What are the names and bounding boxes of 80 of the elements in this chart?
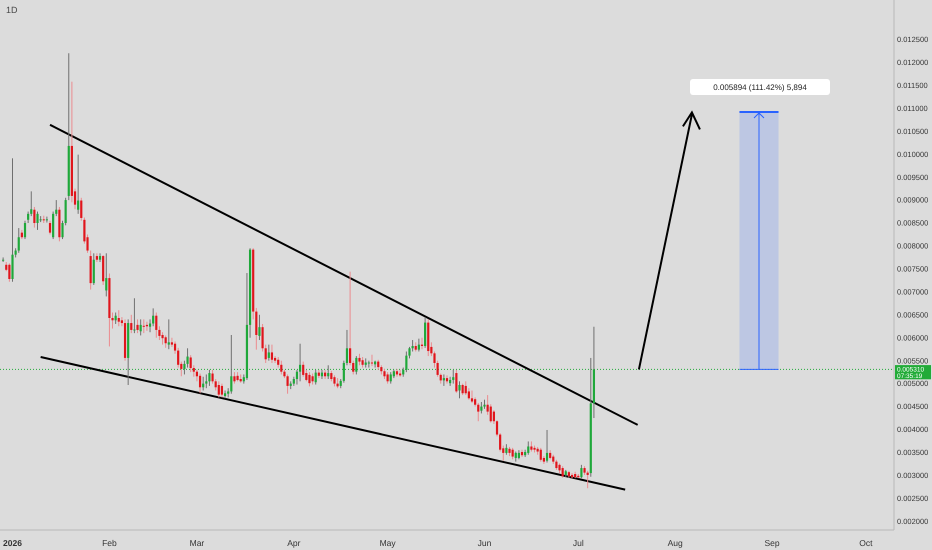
candlestick xyxy=(514,451,517,462)
candlestick xyxy=(164,334,167,348)
candlestick xyxy=(142,318,145,334)
candlestick xyxy=(336,378,339,389)
annotation: 0.005894 (111.42%) 5,894 xyxy=(713,83,808,92)
candlestick xyxy=(20,229,23,240)
candlestick xyxy=(42,215,45,224)
candlestick xyxy=(580,464,583,479)
candlestick xyxy=(311,373,314,386)
candlestick xyxy=(205,374,208,389)
candlestick xyxy=(230,334,232,394)
x-tick-label: Sep xyxy=(764,538,780,548)
candlestick xyxy=(268,344,270,362)
candlestick xyxy=(302,361,304,378)
candlestick xyxy=(218,380,220,398)
x-tick-label: Jun xyxy=(478,538,492,548)
candlestick xyxy=(33,206,36,228)
candlestick xyxy=(155,312,158,338)
x-tick-label: Mar xyxy=(190,538,204,548)
x-tick-label: Oct xyxy=(859,538,874,548)
candlestick xyxy=(458,380,461,399)
candlestick xyxy=(202,376,204,391)
candlestick xyxy=(483,399,486,410)
candlestick xyxy=(455,369,458,394)
candlestick xyxy=(18,228,20,254)
candlestick xyxy=(27,211,30,224)
candlestick xyxy=(114,312,117,324)
candlestick xyxy=(383,368,386,380)
candlestick xyxy=(505,444,508,456)
candlestick xyxy=(140,318,142,336)
candlestick xyxy=(414,342,417,352)
candlestick xyxy=(233,372,236,384)
candlestick xyxy=(48,220,52,235)
candlestick xyxy=(52,211,54,240)
x-tick-label: 2026 xyxy=(3,538,22,548)
candlestick xyxy=(190,354,192,373)
candlestick xyxy=(270,344,274,364)
candlestick xyxy=(136,318,139,334)
candlestick xyxy=(377,359,380,370)
x-tick-label: Apr xyxy=(287,538,301,548)
x-tick-label: May xyxy=(380,538,396,548)
candlestick xyxy=(146,321,148,332)
candlestick xyxy=(168,318,170,350)
candlestick xyxy=(512,447,514,460)
candlestick xyxy=(464,380,467,396)
candlestick xyxy=(77,154,80,214)
candlestick xyxy=(462,383,464,396)
candlestick xyxy=(527,440,530,456)
candlestick xyxy=(208,369,211,386)
candlestick xyxy=(333,374,336,387)
candlestick xyxy=(324,369,326,380)
candlestick xyxy=(424,316,426,348)
candlestick xyxy=(92,252,95,286)
candlestick xyxy=(362,356,364,368)
x-tick-label: Jul xyxy=(572,538,584,548)
candlestick xyxy=(586,470,589,489)
candlestick xyxy=(105,252,108,297)
candlestick xyxy=(442,374,445,386)
candlestick xyxy=(258,314,261,341)
candlestick xyxy=(420,337,424,350)
candlestick xyxy=(118,310,120,327)
candlestick xyxy=(549,450,552,460)
candlestick xyxy=(286,374,289,394)
candlestick xyxy=(418,338,420,352)
candlestick xyxy=(390,372,392,384)
text: 1D xyxy=(6,5,18,15)
candlestick xyxy=(558,462,561,474)
candlestick xyxy=(24,220,26,240)
x-tick-label: Feb xyxy=(102,538,117,548)
candlestick xyxy=(280,360,282,375)
candlestick xyxy=(364,358,367,368)
candlestick xyxy=(8,262,10,282)
candlestick xyxy=(540,447,542,462)
candlestick xyxy=(518,450,520,460)
candlestick xyxy=(130,314,132,334)
candlestick xyxy=(562,466,564,478)
x-tick-label: Aug xyxy=(668,538,684,548)
candlestick xyxy=(198,373,202,394)
candlestick xyxy=(386,372,389,384)
candlestick xyxy=(36,211,39,230)
